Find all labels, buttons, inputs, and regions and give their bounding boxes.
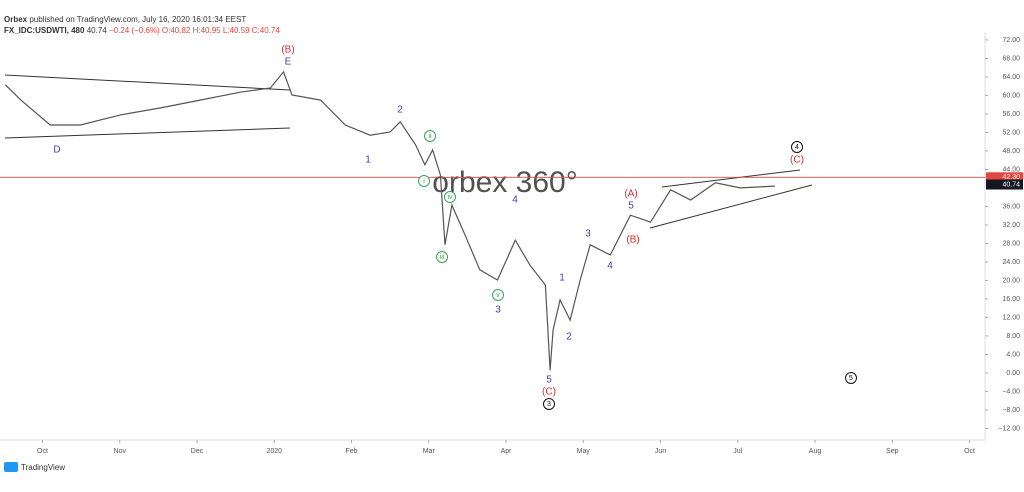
price-tag-label: 42.30 (1002, 174, 1020, 181)
x-tick-label: Feb (345, 448, 357, 455)
y-tick-label: 32.00 (1002, 222, 1020, 229)
y-tick-label: 12.00 (1002, 314, 1020, 321)
x-tick-label: Oct (964, 448, 975, 455)
wave-label: (B) (281, 45, 294, 56)
x-tick-label: Sep (886, 448, 899, 455)
wave-label: v (496, 292, 500, 299)
wave-label: (A) (624, 189, 637, 200)
annotation-circle (436, 251, 448, 263)
price-line-series (4, 70, 775, 371)
y-tick-label: 72.00 (1002, 37, 1020, 44)
annotation-circle (444, 191, 456, 203)
symbol: FX_IDC:USDWTI, 480 (4, 26, 85, 35)
wave-label: 3 (495, 305, 501, 316)
x-tick-label: Oct (37, 448, 48, 455)
watermark: orbex 360° (432, 166, 577, 199)
annotation-circle (791, 141, 803, 153)
trendline (4, 127, 291, 139)
price: 40.74 (87, 26, 108, 35)
wave-label: 5 (849, 375, 853, 382)
wave-label: 4 (795, 144, 799, 151)
x-tick-label: Nov (114, 448, 127, 455)
wave-label: 1 (365, 155, 371, 166)
published: published on TradingView.com, July 16, 2… (29, 15, 246, 24)
wave-label: 5 (628, 201, 634, 212)
wave-label: ii (428, 133, 432, 140)
footer: TradingView (21, 463, 65, 472)
price-tag (986, 172, 1023, 183)
x-tick-label: Apr (501, 448, 513, 455)
wave-label: (C) (542, 387, 556, 398)
wave-label: 1 (559, 273, 565, 284)
x-tick-label: Mar (423, 448, 436, 455)
y-tick-label: 28.00 (1002, 240, 1020, 247)
x-tick-label: 2020 (266, 448, 282, 455)
y-tick-label: 56.00 (1002, 111, 1020, 118)
y-tick-label: 48.00 (1002, 148, 1020, 155)
wave-label: 3 (585, 229, 591, 240)
wave-label: (C) (790, 155, 804, 166)
publisher: Orbex (4, 15, 28, 24)
trendline (649, 184, 813, 229)
y-tick-label: −12.00 (998, 425, 1020, 432)
x-tick-label: Jun (655, 448, 666, 455)
y-tick-label: 8.00 (1006, 333, 1020, 340)
y-tick-label: 24.00 (1002, 259, 1020, 266)
wave-label: 4 (512, 195, 518, 206)
trendline (4, 74, 291, 91)
y-tick-label: −8.00 (1002, 407, 1020, 414)
header-line: Orbex published on TradingView.com, July… (4, 15, 246, 24)
y-tick-label: 16.00 (1002, 296, 1020, 303)
trendline (661, 169, 801, 188)
y-tick-label: 60.00 (1002, 92, 1020, 99)
y-tick-label: 64.00 (1002, 74, 1020, 81)
wave-label: 2 (397, 105, 403, 116)
last-price-label: 40.74 (1002, 181, 1020, 188)
annotation-circle (845, 372, 857, 384)
wave-label: 3 (547, 401, 551, 408)
y-tick-label: 52.00 (1002, 129, 1020, 136)
last-price-tag (986, 179, 1023, 190)
wave-label: iii (440, 254, 445, 261)
y-tick-label: 36.00 (1002, 203, 1020, 210)
ohlc: O:40.82 H:40.95 L:40.59 C:40.74 (162, 26, 280, 35)
wave-label: i (423, 178, 425, 185)
annotation-circle (424, 130, 436, 142)
x-tick-label: May (577, 448, 591, 455)
annotation-circle (418, 175, 430, 187)
x-tick-label: Dec (191, 448, 204, 455)
wave-label: (B) (626, 235, 639, 246)
y-tick-label: 68.00 (1002, 55, 1020, 62)
wave-label: E (285, 57, 292, 68)
y-tick-label: −4.00 (1002, 388, 1020, 395)
annotation-circle (543, 398, 555, 410)
wave-label: D (53, 145, 60, 156)
symbol-line: FX_IDC:USDWTI, 480 40.74 −0.24 (−0.6%) O… (4, 26, 280, 35)
tv-logo (4, 462, 18, 472)
y-tick-label: 44.00 (1002, 166, 1020, 173)
x-tick-label: Jul (733, 448, 742, 455)
wave-label: 4 (607, 261, 613, 272)
y-tick-label: 4.00 (1006, 351, 1020, 358)
wave-label: 5 (546, 375, 552, 386)
x-tick-label: Aug (809, 448, 822, 455)
y-tick-label: 20.00 (1002, 277, 1020, 284)
wave-label: 2 (566, 332, 572, 343)
annotation-circle (492, 289, 504, 301)
y-tick-label: 0.00 (1006, 370, 1020, 377)
wave-label: iv (447, 194, 453, 201)
change: −0.24 (−0.6%) (109, 26, 160, 35)
